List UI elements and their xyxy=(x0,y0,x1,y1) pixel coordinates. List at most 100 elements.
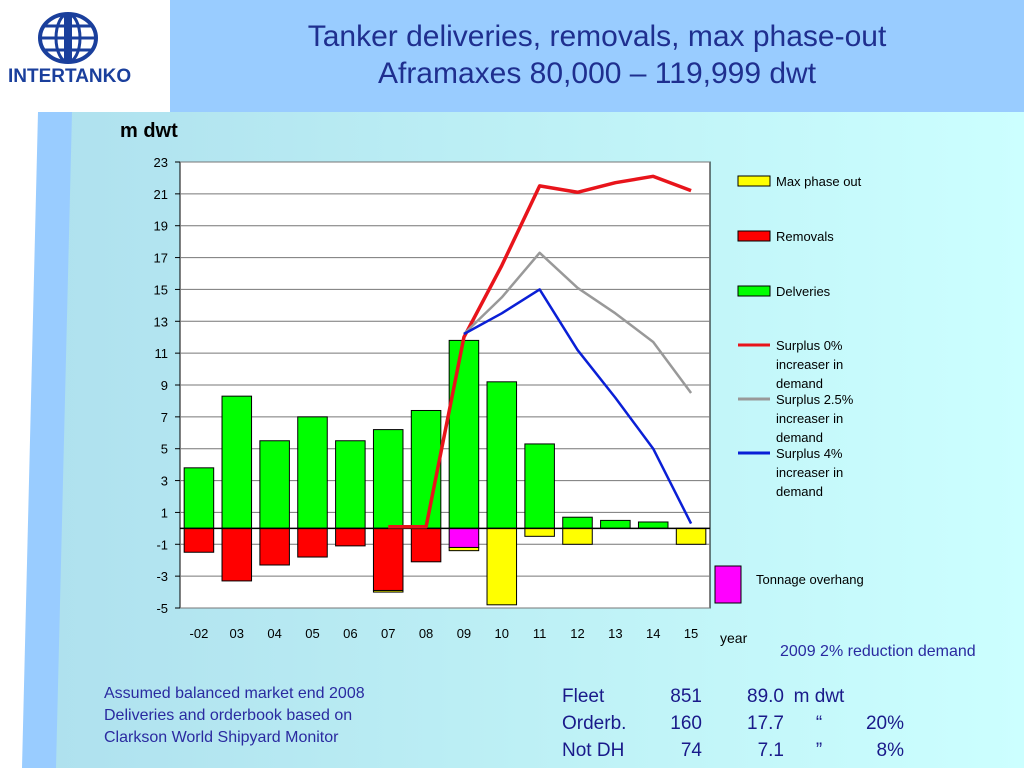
x-tick-label: 04 xyxy=(267,626,281,641)
y-tick-label: 9 xyxy=(161,378,168,393)
x-tick-label: 09 xyxy=(457,626,471,641)
page-title: Tanker deliveries, removals, max phase-o… xyxy=(170,18,1024,92)
tonnage-overhang-swatch xyxy=(714,565,742,604)
bar-delveries xyxy=(562,516,593,529)
assumption-line: Assumed balanced market end 2008 xyxy=(104,685,365,702)
share: 8% xyxy=(876,739,904,761)
y-tick-label: 17 xyxy=(154,251,168,266)
dwt-value: 17.7 xyxy=(747,712,784,734)
x-tick-label: 08 xyxy=(419,626,433,641)
x-tick-label: -02 xyxy=(190,626,209,641)
bar-delveries xyxy=(486,381,518,529)
series-line xyxy=(388,174,692,529)
legend: Max phase out Removals Delveries Surplus 0%… xyxy=(737,174,862,499)
legend-entry: Surplus 4% xyxy=(776,446,843,461)
bar-removals xyxy=(221,527,253,582)
bar-delveries xyxy=(183,467,215,529)
assumption-line: Clarkson World Shipyard Monitor xyxy=(104,729,339,746)
x-tick-label: 12 xyxy=(570,626,584,641)
tonnage-overhang-label: Tonnage overhang xyxy=(756,572,864,587)
table-row: Fleet 851 89.0 m dwt xyxy=(562,683,904,710)
dwt-value: 89.0 xyxy=(747,685,784,707)
x-tick-label: 11 xyxy=(533,626,547,641)
series-line xyxy=(463,251,693,394)
bar-max-phase-out xyxy=(448,546,480,552)
legend-entry: Max phase out xyxy=(776,174,862,189)
y-tick-label: 5 xyxy=(161,442,168,457)
y-tick-label: 7 xyxy=(161,410,168,425)
bar-delveries xyxy=(524,443,555,529)
y-tick-labels: 23 21 19 17 15 13 11 9 7 5 3 1 -1 -3 -5 xyxy=(154,155,168,616)
bars xyxy=(183,339,707,606)
bar-max-phase-out xyxy=(486,527,518,606)
x-tick-label: 07 xyxy=(381,626,395,641)
legend-entry: increaser in xyxy=(776,357,843,372)
header-band xyxy=(170,0,1024,112)
bar-delveries xyxy=(297,416,328,529)
share xyxy=(854,683,904,710)
series-lines xyxy=(388,174,693,529)
unit: “ xyxy=(815,712,823,734)
x-tick-label: 06 xyxy=(343,626,357,641)
x-axis-label: year xyxy=(720,630,748,646)
legend-entry: Delveries xyxy=(776,284,831,299)
legend-entry: demand xyxy=(776,376,823,391)
legend-swatch xyxy=(737,175,771,187)
fleet-table: Fleet 851 89.0 m dwt Orderb. 160 17.7 “ … xyxy=(562,683,1022,764)
x-tick-label: 15 xyxy=(684,626,698,641)
bar-max-phase-out xyxy=(562,527,593,545)
unit: ” xyxy=(815,739,823,761)
legend-swatch xyxy=(737,285,771,297)
bar-delveries xyxy=(448,339,480,529)
x-tick-label: 05 xyxy=(305,626,319,641)
assumption-line: Deliveries and orderbook based on xyxy=(104,707,353,724)
bar-delveries xyxy=(600,519,631,529)
series-line xyxy=(463,288,693,525)
assumptions-note: Assumed balanced market end 2008 Deliver… xyxy=(104,683,444,749)
y-tick-label: 19 xyxy=(154,219,168,234)
x-tick-label: 14 xyxy=(646,626,660,641)
bar-max-phase-out xyxy=(372,589,404,593)
bar-max-phase-out xyxy=(675,527,707,545)
bar-delveries xyxy=(372,429,404,529)
legend-entry: demand xyxy=(776,484,823,499)
legend-entry: Surplus 0% xyxy=(776,338,843,353)
legend-entry: increaser in xyxy=(776,465,843,480)
bar-tonnage-overhang xyxy=(448,527,480,548)
bar-removals xyxy=(410,527,442,563)
reduction-note: 2009 2% reduction demand xyxy=(780,643,976,660)
y-tick-label: -1 xyxy=(156,537,168,552)
legend-entry: Surplus 2.5% xyxy=(776,392,854,407)
bar-delveries xyxy=(221,395,253,529)
x-tick-label: 13 xyxy=(608,626,622,641)
y-axis-unit-label: m dwt xyxy=(120,120,178,142)
bar-delveries xyxy=(637,521,669,529)
unit: m dwt xyxy=(793,685,845,707)
ship-count: 851 xyxy=(670,685,702,707)
y-tick-label: 21 xyxy=(154,187,168,202)
x-tick-label: 03 xyxy=(230,626,244,641)
bar-removals xyxy=(183,527,215,553)
y-tick-label: -3 xyxy=(156,569,168,584)
title-line-2: Aframaxes 80,000 – 119,999 dwt xyxy=(377,57,817,90)
y-tick-label: 3 xyxy=(161,474,168,489)
share: 20% xyxy=(865,712,904,734)
title-line-1: Tanker deliveries, removals, max phase-o… xyxy=(307,20,887,53)
bar-delveries xyxy=(335,440,366,529)
bar-removals xyxy=(335,527,366,547)
globe-icon xyxy=(38,12,98,64)
y-tick-label: -5 xyxy=(156,601,168,616)
y-tick-label: 1 xyxy=(161,505,168,520)
legend-entry: demand xyxy=(776,430,823,445)
legend-entry: increaser in xyxy=(776,411,843,426)
row-label: Fleet xyxy=(562,685,605,707)
y-tick-label: 23 xyxy=(154,155,168,170)
row-label: Orderb. xyxy=(562,712,627,734)
bar-removals xyxy=(372,527,404,591)
ship-count: 160 xyxy=(670,712,702,734)
x-tick-labels: -02 03 04 05 06 07 08 09 10 11 12 13 14 15 xyxy=(190,626,699,641)
y-tick-label: 15 xyxy=(154,282,168,297)
logo-text: INTERTANKO xyxy=(8,66,132,87)
bar-max-phase-out xyxy=(524,527,555,537)
legend-entry: Removals xyxy=(776,229,834,244)
